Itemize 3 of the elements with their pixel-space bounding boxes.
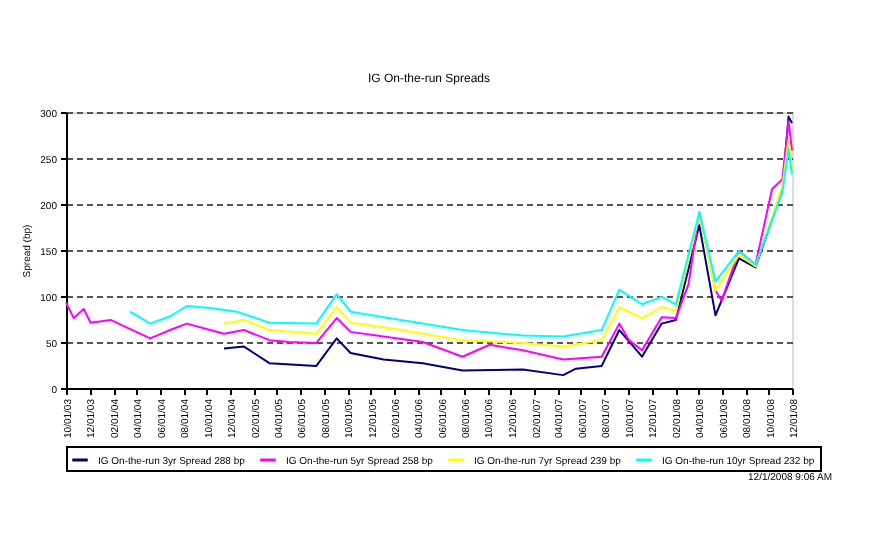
line-series bbox=[129, 147, 793, 338]
line-series bbox=[223, 138, 793, 348]
line-series bbox=[65, 120, 793, 361]
